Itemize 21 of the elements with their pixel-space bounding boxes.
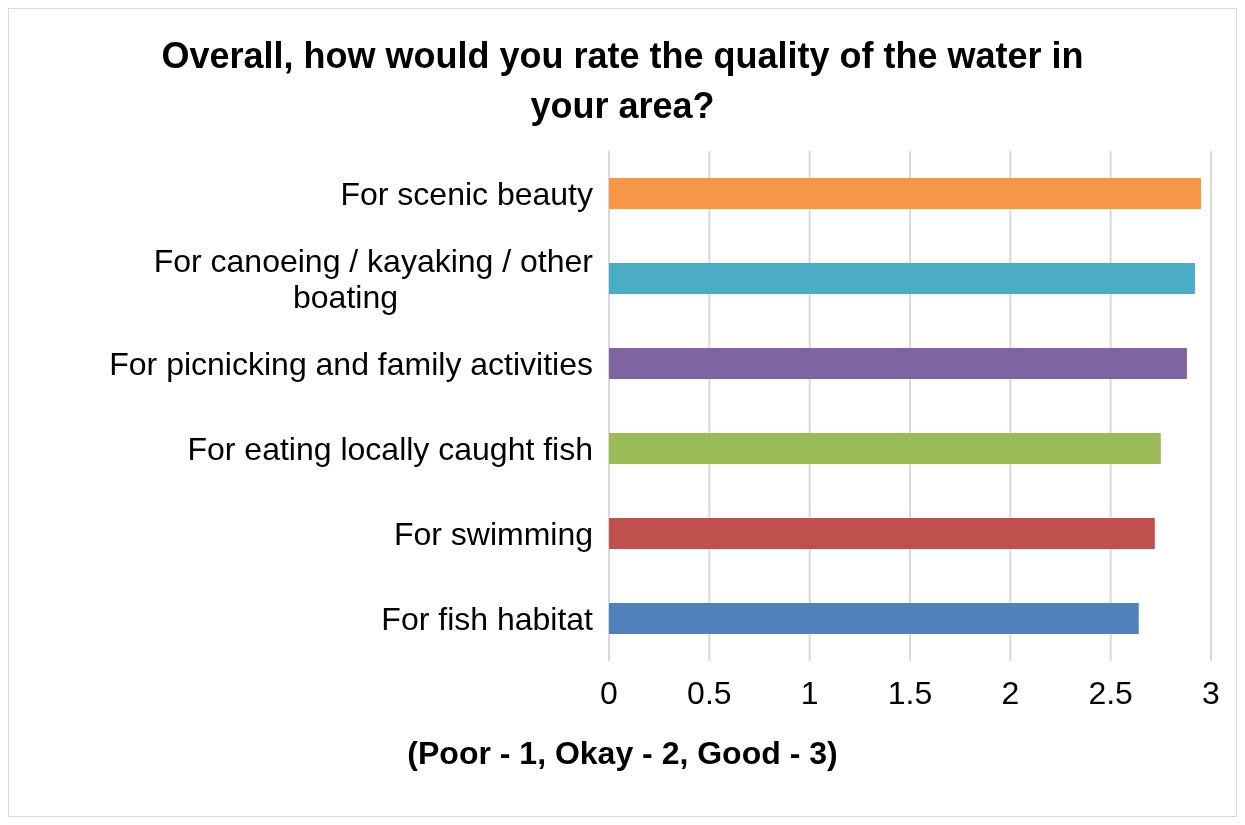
x-tick-label: 2.5 <box>1088 674 1133 711</box>
x-tick-label: 0.5 <box>687 674 732 711</box>
y-tick-label: For canoeing / kayaking / other boating <box>153 242 594 315</box>
y-tick-label: For swimming <box>393 515 593 552</box>
bar <box>609 433 1161 464</box>
y-tick-label: For eating locally caught fish <box>187 430 593 467</box>
x-tick-label: 2 <box>1001 674 1020 711</box>
bar <box>609 348 1187 379</box>
x-tick-label: 1 <box>800 674 819 711</box>
x-tick-label: 0 <box>600 674 618 711</box>
bar <box>609 263 1195 294</box>
x-axis-title: (Poor - 1, Okay - 2, Good - 3) <box>406 735 839 772</box>
y-tick-label: For fish habitat <box>381 600 594 637</box>
chart-title: Overall, how would you rate the quality of the water in your area? <box>160 34 1085 128</box>
bar <box>609 178 1201 209</box>
y-tick-label: For scenic beauty <box>340 175 593 212</box>
x-tick-label: 3 <box>1202 674 1220 711</box>
bar <box>609 518 1155 549</box>
y-tick-label: For picnicking and family activities <box>109 345 593 382</box>
x-tick-label: 1.5 <box>887 674 933 711</box>
bar <box>609 603 1139 634</box>
